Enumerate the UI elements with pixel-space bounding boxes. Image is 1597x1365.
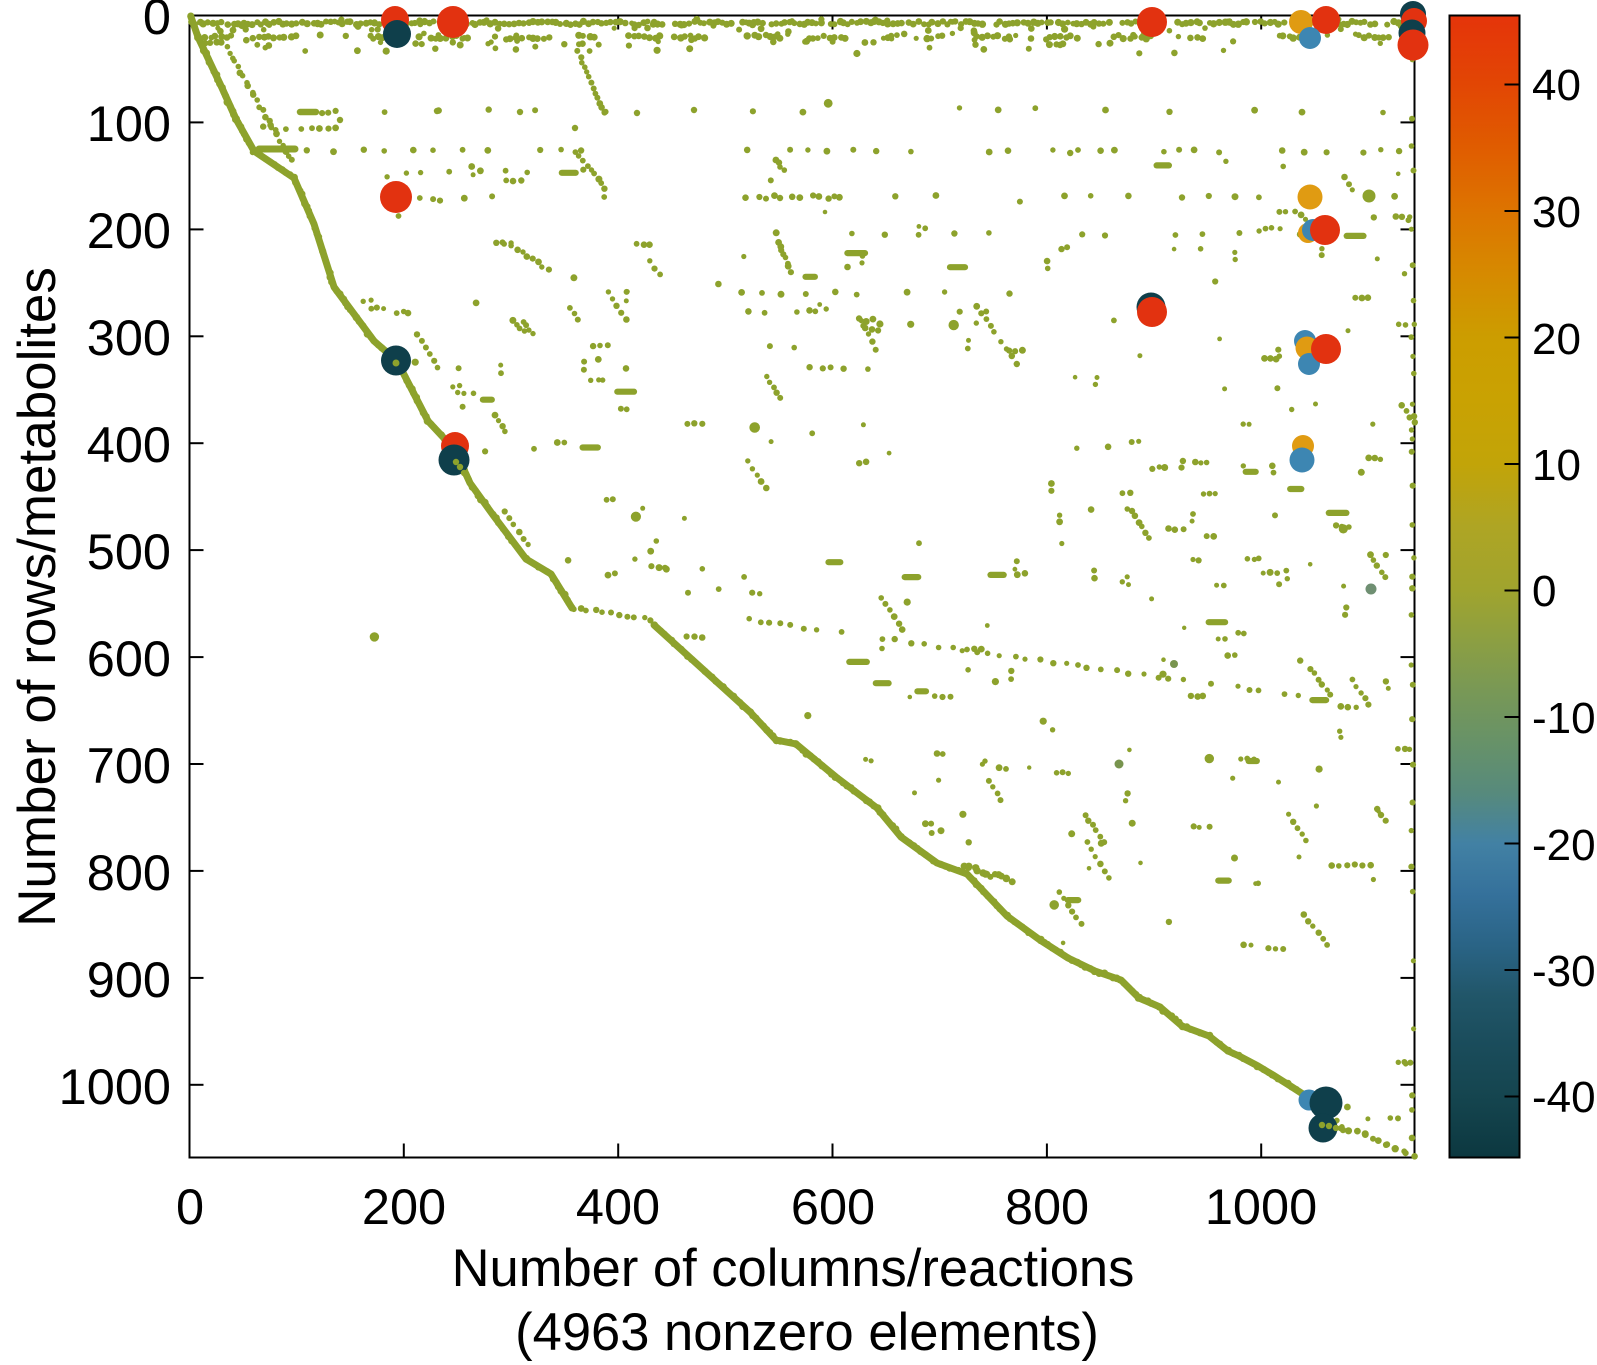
svg-text:10: 10 — [1532, 441, 1581, 490]
svg-text:40: 40 — [1532, 61, 1581, 110]
svg-text:Number of rows/metabolites: Number of rows/metabolites — [8, 267, 67, 927]
svg-text:-10: -10 — [1532, 694, 1596, 743]
svg-text:Number of columns/reactions: Number of columns/reactions — [452, 1239, 1135, 1298]
svg-text:600: 600 — [791, 1178, 875, 1235]
svg-text:20: 20 — [1532, 315, 1581, 364]
svg-text:0: 0 — [143, 0, 171, 45]
svg-text:300: 300 — [87, 309, 171, 366]
svg-text:700: 700 — [87, 737, 171, 794]
svg-text:600: 600 — [87, 630, 171, 687]
svg-text:100: 100 — [87, 95, 171, 152]
svg-text:1000: 1000 — [59, 1058, 171, 1115]
svg-text:900: 900 — [87, 951, 171, 1008]
svg-text:30: 30 — [1532, 188, 1581, 237]
svg-text:200: 200 — [87, 202, 171, 259]
svg-text:-40: -40 — [1532, 1073, 1596, 1122]
svg-text:0: 0 — [176, 1178, 204, 1235]
svg-text:(4963 nonzero elements): (4963 nonzero elements) — [515, 1303, 1099, 1362]
svg-text:400: 400 — [576, 1178, 660, 1235]
svg-text:-20: -20 — [1532, 821, 1596, 870]
svg-text:0: 0 — [1532, 567, 1556, 616]
svg-text:-30: -30 — [1532, 947, 1596, 996]
svg-text:400: 400 — [87, 416, 171, 473]
svg-text:500: 500 — [87, 523, 171, 580]
svg-text:800: 800 — [87, 844, 171, 901]
svg-text:200: 200 — [362, 1178, 446, 1235]
svg-text:1000: 1000 — [1205, 1178, 1317, 1235]
svg-text:800: 800 — [1005, 1178, 1089, 1235]
